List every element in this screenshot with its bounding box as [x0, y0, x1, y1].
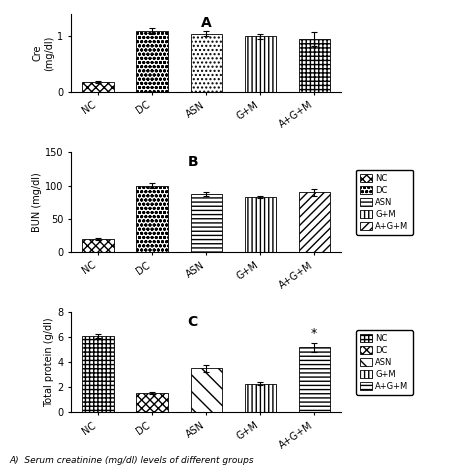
Text: B: B	[187, 155, 198, 169]
Legend: NC, DC, ASN, G+M, A+G+M: NC, DC, ASN, G+M, A+G+M	[356, 170, 413, 235]
Bar	[245, 383, 276, 412]
Y-axis label: Total protein (g/dl): Total protein (g/dl)	[45, 318, 55, 407]
Bar	[299, 39, 330, 92]
Bar	[245, 36, 276, 92]
Bar	[82, 336, 114, 412]
Bar	[299, 192, 330, 252]
Text: A)  Serum creatinine (mg/dl) levels of different groups: A) Serum creatinine (mg/dl) levels of di…	[9, 456, 254, 465]
Y-axis label: Cre
(mg/dl): Cre (mg/dl)	[33, 36, 55, 71]
Bar	[82, 239, 114, 252]
Legend: NC, DC, ASN, G+M, A+G+M: NC, DC, ASN, G+M, A+G+M	[356, 330, 413, 395]
Y-axis label: BUN (mg/dl): BUN (mg/dl)	[32, 173, 42, 232]
Text: A: A	[201, 16, 211, 30]
Bar	[137, 185, 168, 252]
Bar	[137, 393, 168, 412]
Bar	[245, 197, 276, 252]
Bar	[191, 193, 222, 252]
Bar	[191, 368, 222, 412]
Text: C: C	[188, 315, 198, 329]
Text: *: *	[311, 327, 318, 340]
Bar	[137, 31, 168, 92]
Bar	[299, 347, 330, 412]
Bar	[191, 34, 222, 92]
Bar	[82, 82, 114, 92]
